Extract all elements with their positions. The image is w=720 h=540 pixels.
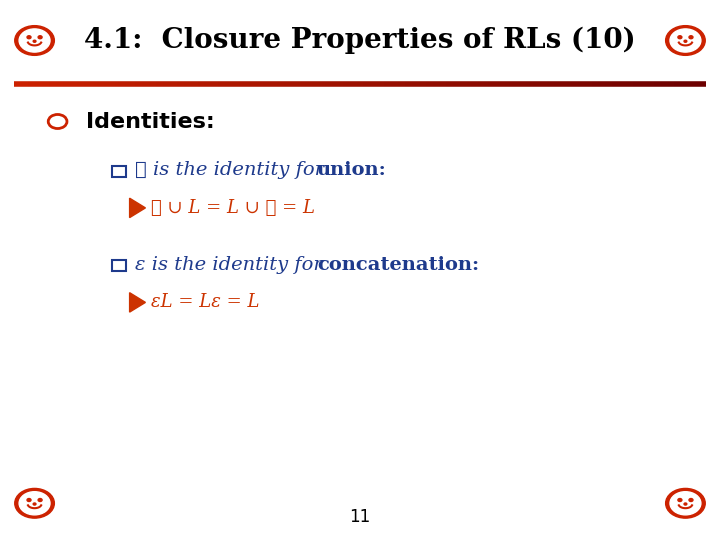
Circle shape	[33, 503, 36, 505]
Circle shape	[19, 492, 50, 515]
Text: εL = Lε = L: εL = Lε = L	[151, 293, 260, 312]
Circle shape	[19, 29, 50, 52]
Text: ε is the identity for: ε is the identity for	[135, 255, 328, 274]
Text: 11: 11	[349, 508, 371, 526]
Text: ∅ is the identity for: ∅ is the identity for	[135, 161, 330, 179]
Polygon shape	[130, 293, 145, 312]
Bar	[112, 260, 126, 271]
Circle shape	[33, 40, 36, 42]
Circle shape	[689, 36, 693, 39]
Circle shape	[684, 40, 687, 42]
Circle shape	[15, 25, 55, 56]
Circle shape	[27, 36, 31, 39]
Circle shape	[689, 498, 693, 502]
Text: union:: union:	[317, 161, 387, 179]
Text: 4.1:  Closure Properties of RLs (10): 4.1: Closure Properties of RLs (10)	[84, 27, 636, 54]
Circle shape	[678, 498, 682, 502]
Text: ∅ ∪ L = L ∪ ∅ = L: ∅ ∪ L = L ∪ ∅ = L	[151, 199, 315, 217]
Circle shape	[678, 36, 682, 39]
Text: concatenation:: concatenation:	[317, 255, 479, 274]
Text: Identities:: Identities:	[86, 111, 215, 132]
Circle shape	[684, 503, 687, 505]
Circle shape	[27, 498, 31, 502]
Circle shape	[38, 36, 42, 39]
Circle shape	[665, 25, 705, 56]
Circle shape	[38, 498, 42, 502]
Circle shape	[665, 488, 705, 518]
Circle shape	[670, 29, 701, 52]
Polygon shape	[130, 198, 145, 218]
Circle shape	[670, 492, 701, 515]
Circle shape	[15, 488, 55, 518]
Bar	[112, 166, 126, 177]
